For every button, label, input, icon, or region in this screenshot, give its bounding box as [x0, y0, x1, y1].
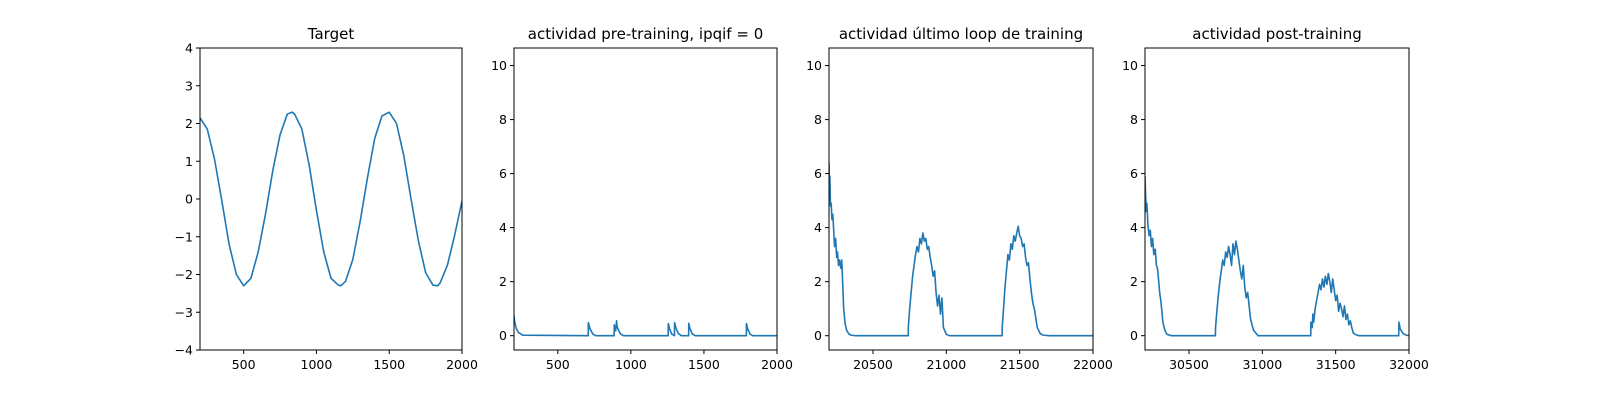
y-tick-label: 4	[499, 220, 507, 235]
y-tick-label: 10	[491, 58, 507, 73]
y-tick-label: 6	[814, 166, 822, 181]
y-tick-label: −3	[175, 305, 193, 320]
x-tick-label: 1500	[688, 357, 720, 372]
y-tick-label: 8	[1130, 112, 1138, 127]
y-tick-label: 0	[814, 328, 822, 343]
y-tick-label: 10	[1122, 58, 1138, 73]
y-tick-label: 0	[499, 328, 507, 343]
x-tick-label: 30500	[1169, 357, 1209, 372]
chart-title: actividad post-training	[1192, 25, 1361, 43]
series-line-1	[1145, 176, 1409, 337]
chart-title: actividad pre-training, ipqif = 0	[528, 25, 764, 43]
x-tick-label: 2000	[446, 357, 478, 372]
y-tick-label: 1	[185, 154, 193, 169]
chart-title: actividad último loop de training	[839, 25, 1083, 43]
y-tick-label: 6	[499, 166, 507, 181]
x-tick-label: 500	[546, 357, 570, 372]
x-tick-label: 21500	[1000, 357, 1040, 372]
chart-title: Target	[307, 25, 355, 43]
series-line-1	[200, 111, 462, 287]
y-tick-label: 2	[499, 274, 507, 289]
x-tick-label: 2000	[761, 357, 793, 372]
x-tick-label: 31000	[1242, 357, 1282, 372]
axes-frame	[513, 47, 778, 351]
series-line-1	[829, 162, 1093, 337]
y-tick-label: 6	[1130, 166, 1138, 181]
y-tick-label: −4	[175, 343, 193, 358]
axes-frame	[1144, 47, 1410, 351]
y-tick-label: −2	[175, 267, 193, 282]
subplot-4: 30500 31000 31500 32000 0 2 4 6 8 10 actividad pos…	[1122, 25, 1429, 372]
y-tick-label: −1	[175, 229, 193, 244]
y-tick-label: 2	[185, 116, 193, 131]
x-tick-label: 31500	[1316, 357, 1356, 372]
x-tick-label: 1500	[373, 357, 405, 372]
x-tick-label: 21000	[926, 357, 966, 372]
x-tick-label: 1000	[615, 357, 647, 372]
x-tick-label: 22000	[1073, 357, 1113, 372]
y-tick-label: 3	[185, 78, 193, 93]
series-line-1	[514, 315, 777, 337]
y-tick-label: 4	[814, 220, 822, 235]
y-tick-label: 4	[1130, 220, 1138, 235]
y-tick-label: 8	[814, 112, 822, 127]
subplot-2: 500 1000 1500 2000 0 2 4 6 8 10 actividad pre-trai…	[491, 25, 793, 372]
y-tick-label: 2	[1130, 274, 1138, 289]
subplot-3: 20500 21000 21500 22000 0 2 4 6 8 10 actividad últ…	[806, 25, 1113, 372]
x-tick-label: 32000	[1389, 357, 1429, 372]
axes-frame	[828, 47, 1094, 351]
y-tick-label: 2	[814, 274, 822, 289]
y-tick-label: 8	[499, 112, 507, 127]
y-tick-label: 4	[185, 41, 193, 56]
y-tick-label: 10	[806, 58, 822, 73]
x-tick-label: 1000	[301, 357, 333, 372]
y-tick-label: 0	[185, 192, 193, 207]
subplot-1: 500 1000 1500 2000 −4 −3 −2 −1 0 1 2 3 4 Target	[175, 25, 478, 372]
y-tick-label: 0	[1130, 328, 1138, 343]
axes-frame	[199, 47, 463, 351]
x-tick-label: 20500	[853, 357, 893, 372]
x-tick-label: 500	[232, 357, 256, 372]
